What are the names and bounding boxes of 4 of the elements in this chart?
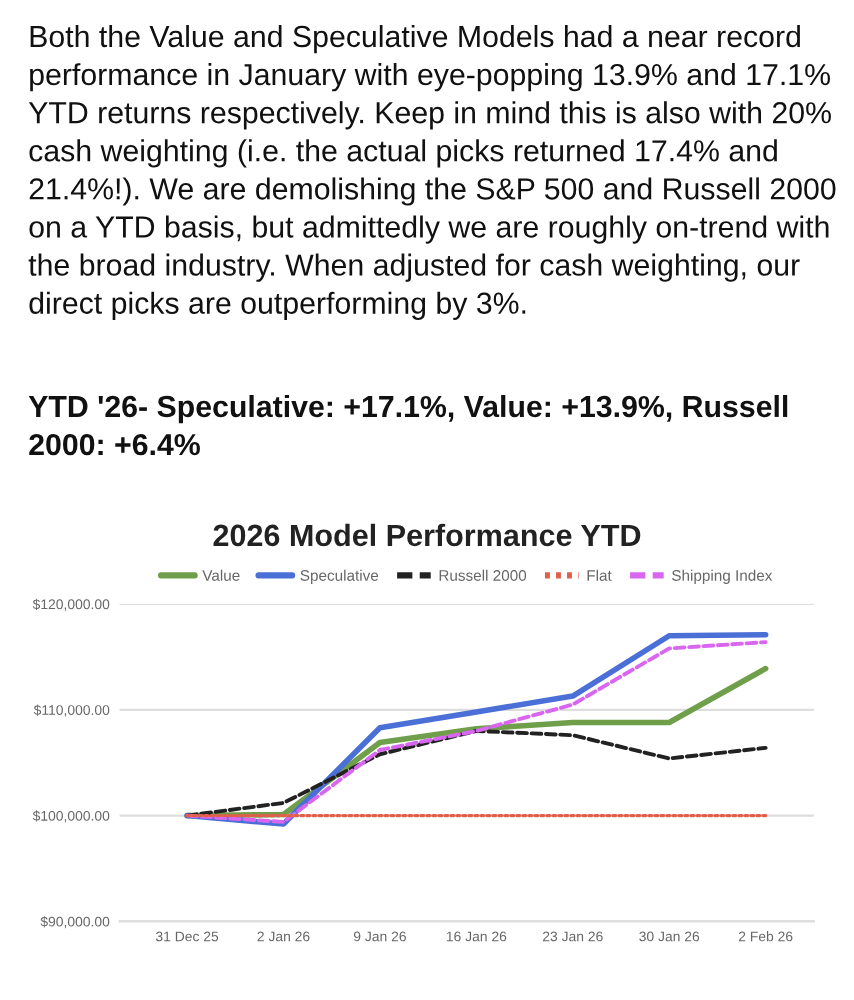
line-series [185, 729, 768, 818]
text: YTD '26- Speculative: +17.1%, Value: +13.9%, Russell 2000: +6.4% [28, 395, 788, 456]
chart-title: 2026 Model Performance YTD [213, 523, 641, 547]
text: Both the Value and Speculative Models had a near record performance in January with eye-popping 13.9% and 17.1% YTD returns respectively. Keep in mind this is also with 20% cash weighting (i.e. the actual picks returned 17.4% and 21.4%!). We are demolishing the S&P 500 and Russell 2000 on a YTD basis, but admittedly we are roughly on-trend with the broad industry. When adjusted for cash weighting, our direct picks are outperforming by 3%. [28, 25, 836, 320]
